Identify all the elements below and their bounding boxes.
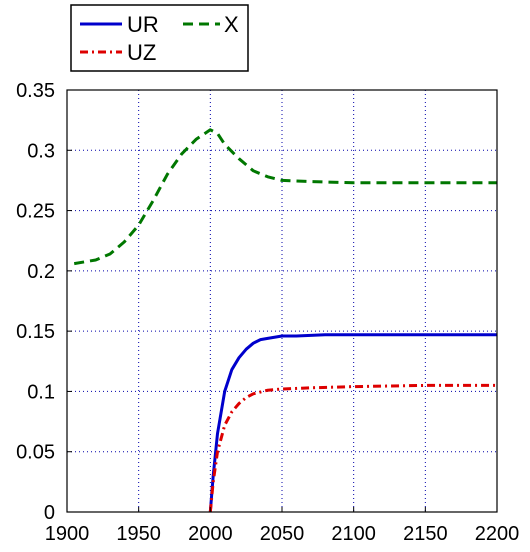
y-tick-label-3: 0.15 [16, 321, 55, 343]
series-line-ur [208, 333, 497, 513]
series-line-x [73, 128, 497, 266]
y-tick-label-2: 0.1 [27, 381, 55, 403]
legend-box [70, 4, 249, 72]
y-tick-label-0: 0 [44, 502, 55, 524]
x-tick-label-1: 1950 [116, 523, 161, 545]
legend-label-ur: UR [127, 12, 159, 37]
x-axis: 1900 1950 2000 2050 2100 2150 2200 [45, 507, 520, 545]
series-lines [73, 128, 497, 513]
x-tick-label-0: 1900 [45, 523, 90, 545]
series-line-uz [208, 383, 497, 513]
y-tick-label-4: 0.2 [27, 261, 55, 283]
y-tick-label-6: 0.3 [27, 140, 55, 162]
legend-label-x: X [224, 12, 239, 37]
x-tick-label-2: 2000 [188, 523, 233, 545]
legend-label-uz: UZ [127, 40, 156, 65]
legend: UR UZ X [70, 4, 249, 72]
x-tick-label-6: 2200 [475, 523, 520, 545]
x-tick-label-3: 2050 [260, 523, 305, 545]
y-tick-label-7: 0.35 [16, 80, 55, 102]
x-tick-label-4: 2100 [331, 523, 376, 545]
y-tick-label-1: 0.05 [16, 442, 55, 464]
x-tick-label-5: 2150 [403, 523, 448, 545]
y-tick-label-5: 0.25 [16, 201, 55, 223]
y-axis: 0 0.05 0.1 0.15 0.2 0.25 0.3 0.35 [16, 80, 72, 524]
